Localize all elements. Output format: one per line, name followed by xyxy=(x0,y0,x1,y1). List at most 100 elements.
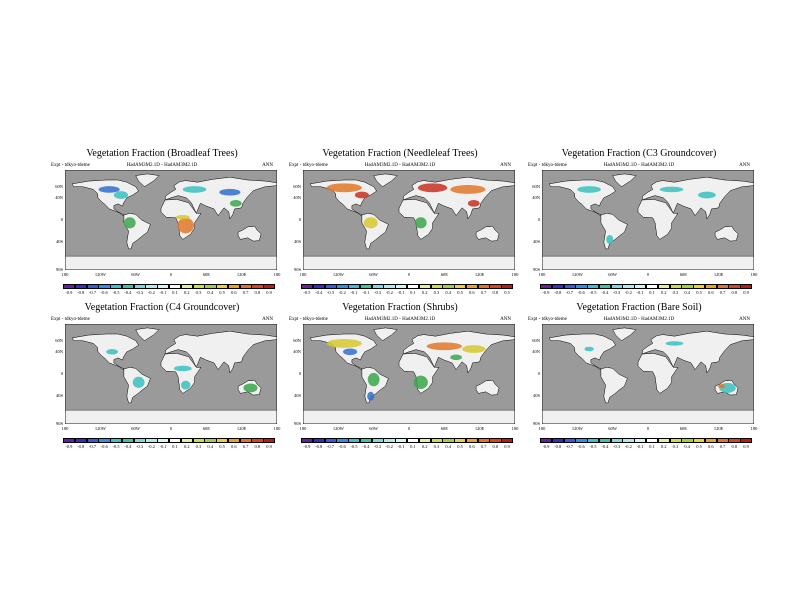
anomaly-patch xyxy=(414,217,427,229)
colorbar-swatch xyxy=(681,284,694,289)
lat-tick: 40N xyxy=(532,348,540,354)
lon-tick: 180 xyxy=(61,272,69,277)
lon-tick: 60E xyxy=(679,426,687,431)
colorbar-label: 0.2 xyxy=(421,444,428,449)
lon-tick: 120E xyxy=(713,426,724,431)
colorbar-swatch xyxy=(407,438,420,443)
colorbar-label: -0.3 xyxy=(612,290,621,295)
colorbar-swatch xyxy=(336,284,349,289)
lon-tick: 120E xyxy=(713,272,724,277)
continent-landmass xyxy=(714,225,739,242)
colorbar-swatch xyxy=(74,284,88,289)
colorbar-label: -0.6 xyxy=(577,444,585,449)
anomaly-patch xyxy=(367,391,375,401)
colorbar-label: -0.3 xyxy=(612,444,621,449)
colorbar-swatch xyxy=(145,284,158,289)
anomaly-patch xyxy=(177,217,194,234)
lon-tick: 60W xyxy=(608,272,618,277)
model-label: HadAM3M2.1D - HadAM3M2.1D xyxy=(364,163,436,168)
antarctica-landmass xyxy=(65,255,277,270)
lon-tick: 120W xyxy=(571,272,583,277)
colorbar-swatch xyxy=(98,438,111,443)
colorbar-label: -0.4 xyxy=(124,444,132,449)
model-label: HadAM3M2.1D - HadAM3M2.1D xyxy=(603,317,675,322)
lon-tick: 0 xyxy=(407,426,411,431)
lon-tick: 180 xyxy=(299,426,307,431)
continent-landmass xyxy=(402,330,515,374)
colorbar-swatch xyxy=(169,284,182,289)
colorbar-swatch xyxy=(348,284,361,289)
colorbar-label: -0.2 xyxy=(624,444,632,449)
colorbar-label: 0.3 xyxy=(195,290,202,295)
expt-label: Expt - tdkyo-tdeme xyxy=(528,317,567,322)
colorbar-label: 0.7 xyxy=(480,444,487,449)
colorbar-swatch xyxy=(121,438,135,443)
expt-label: Expt - tdkyo-tdeme xyxy=(289,317,328,322)
colorbar-swatch xyxy=(657,284,671,289)
colorbar-swatch xyxy=(395,438,408,443)
colorbar-swatch xyxy=(501,284,514,289)
colorbar-swatch xyxy=(430,438,443,443)
colorbar-swatch xyxy=(646,438,659,443)
colorbar-swatch xyxy=(359,438,373,443)
colorbar-swatch xyxy=(312,438,326,443)
colorbar-swatch xyxy=(477,438,490,443)
lon-tick: 60W xyxy=(608,426,618,431)
colorbar-swatch xyxy=(157,438,170,443)
continent-landmass xyxy=(637,353,679,394)
anomaly-patch xyxy=(718,384,726,389)
colorbar-label: 0.2 xyxy=(660,290,667,295)
colorbar-swatch xyxy=(430,284,443,289)
anomaly-patch xyxy=(367,372,380,387)
lon-tick: 0 xyxy=(407,272,411,277)
lat-tick: 0 xyxy=(537,371,540,376)
colorbar-label: -0.2 xyxy=(385,444,393,449)
colorbar-swatch xyxy=(348,438,361,443)
colorbar-swatch xyxy=(587,284,600,289)
lat-tick: 0 xyxy=(298,217,301,222)
colorbar-swatch xyxy=(86,284,99,289)
season-label: ANN xyxy=(262,317,273,322)
colorbar-swatch xyxy=(669,284,682,289)
colorbar-label: -0.1 xyxy=(350,290,358,295)
colorbar-swatch xyxy=(477,284,490,289)
season-label: ANN xyxy=(500,317,511,322)
colorbar-label: 0.8 xyxy=(492,290,499,295)
colorbar-label: -0.1 xyxy=(636,290,644,295)
colorbar-label: -0.2 xyxy=(147,290,155,295)
colorbar-label: -0.8 xyxy=(315,444,323,449)
colorbar-swatch xyxy=(251,284,264,289)
colorbar-label: 0.7 xyxy=(719,444,726,449)
colorbar-swatch xyxy=(540,438,553,443)
continent-landmass xyxy=(135,173,160,188)
colorbar-swatch xyxy=(312,284,326,289)
colorbar-label: -0.5 xyxy=(112,444,120,449)
world-map xyxy=(65,324,277,424)
panel-title: Vegetation Fraction (Bare Soil) xyxy=(576,302,702,313)
colorbar-swatch xyxy=(465,284,479,289)
colorbar-label: 0.6 xyxy=(468,444,475,449)
lat-tick: 60N xyxy=(293,337,301,343)
colorbar-label: 0.5 xyxy=(696,444,702,449)
lon-tick: 60E xyxy=(440,272,448,277)
lat-tick: 60N xyxy=(532,337,540,343)
colorbar-label: -0.9 xyxy=(542,290,550,295)
colorbar-label: 0.3 xyxy=(433,444,440,449)
colorbar-swatch xyxy=(216,284,229,289)
colorbar-swatch xyxy=(301,438,314,443)
colorbar-label: -0.1 xyxy=(159,290,167,295)
colorbar-swatch xyxy=(110,438,123,443)
season-label: ANN xyxy=(500,163,511,168)
colorbar-label: -0.4 xyxy=(315,290,323,295)
colorbar-label: -0.3 xyxy=(373,290,382,295)
colorbar-swatch xyxy=(395,284,408,289)
colorbar-label: 0.6 xyxy=(707,444,714,449)
panel-title: Vegetation Fraction (C3 Groundcover) xyxy=(561,148,717,159)
lon-tick: 0 xyxy=(646,272,650,277)
colorbar-label: 0.2 xyxy=(183,290,190,295)
colorbar-label: 0.3 xyxy=(433,290,440,295)
lon-tick: 60W xyxy=(131,426,141,431)
anomaly-patch xyxy=(219,188,241,196)
colorbar-swatch xyxy=(145,438,158,443)
colorbar-label: 0.1 xyxy=(172,290,178,295)
